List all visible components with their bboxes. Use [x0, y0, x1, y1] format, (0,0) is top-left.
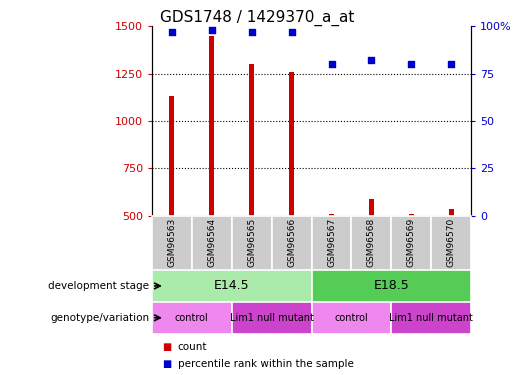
Text: Lim1 null mutant: Lim1 null mutant	[230, 313, 314, 323]
Text: E14.5: E14.5	[214, 279, 250, 292]
Bar	[329, 214, 334, 216]
Bar	[289, 72, 294, 216]
Bar	[210, 36, 214, 216]
Bar	[312, 302, 391, 334]
Text: ■: ■	[162, 359, 171, 369]
Text: control: control	[175, 313, 209, 323]
Bar	[232, 302, 312, 334]
Bar	[312, 216, 352, 270]
Bar	[391, 302, 471, 334]
Text: control: control	[335, 313, 368, 323]
Bar	[152, 216, 192, 270]
Text: percentile rank within the sample: percentile rank within the sample	[178, 359, 354, 369]
Point	[287, 29, 296, 35]
Bar	[409, 214, 414, 216]
Bar	[152, 302, 232, 334]
Text: GDS1748 / 1429370_a_at: GDS1748 / 1429370_a_at	[160, 9, 355, 26]
Point	[407, 61, 416, 67]
Text: E18.5: E18.5	[373, 279, 409, 292]
Point	[208, 27, 216, 33]
Bar	[312, 270, 471, 302]
Text: GSM96565: GSM96565	[247, 218, 256, 267]
Text: GSM96564: GSM96564	[208, 218, 216, 267]
Point	[447, 61, 455, 67]
Point	[168, 29, 176, 35]
Bar	[391, 216, 432, 270]
Text: development stage: development stage	[48, 281, 149, 291]
Bar	[169, 96, 174, 216]
Text: GSM96566: GSM96566	[287, 218, 296, 267]
Text: ■: ■	[162, 342, 171, 352]
Bar	[272, 216, 312, 270]
Text: GSM96570: GSM96570	[447, 218, 456, 267]
Point	[248, 29, 256, 35]
Bar	[232, 216, 272, 270]
Text: count: count	[178, 342, 207, 352]
Text: GSM96567: GSM96567	[327, 218, 336, 267]
Text: genotype/variation: genotype/variation	[50, 313, 149, 323]
Bar	[369, 199, 374, 216]
Bar	[152, 270, 312, 302]
Bar	[192, 216, 232, 270]
Point	[328, 61, 336, 67]
Point	[367, 57, 375, 63]
Bar	[249, 64, 254, 216]
Text: GSM96568: GSM96568	[367, 218, 376, 267]
Text: GSM96569: GSM96569	[407, 218, 416, 267]
Text: GSM96563: GSM96563	[167, 218, 176, 267]
Bar	[352, 216, 391, 270]
Text: Lim1 null mutant: Lim1 null mutant	[389, 313, 473, 323]
Bar	[431, 216, 471, 270]
Bar	[449, 209, 454, 216]
